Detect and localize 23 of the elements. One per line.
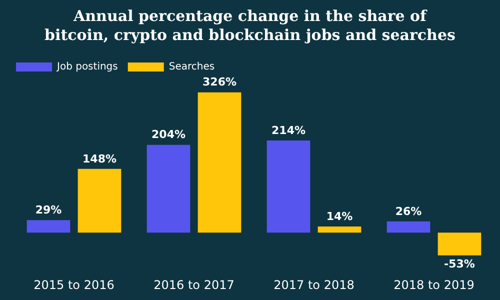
bar [266,140,310,233]
data-label: 326% [202,76,236,89]
data-label: 26% [395,204,422,218]
legend-label: Searches [168,62,215,73]
bar [198,92,242,233]
x-tick-label: 2016 to 2017 [154,278,234,292]
bar [26,220,70,233]
bar [146,144,190,233]
data-label: 148% [82,152,116,166]
data-label: 14% [326,210,353,223]
bar [318,226,362,233]
data-label: 29% [35,203,62,216]
bar [386,221,430,233]
x-tick-label: 2017 to 2018 [274,278,354,292]
legend-label: Job postings [56,62,118,73]
bar [78,168,122,233]
data-label: -53% [444,258,475,271]
x-tick-label: 2018 to 2019 [394,278,474,292]
data-label: 204% [152,128,186,142]
x-tick-label: 2015 to 2016 [34,278,114,292]
chart-title: Annual percentage change in the share of bitcoin, crypto and blockchain jobs and searches [44,6,456,46]
data-label: 214% [272,124,306,137]
bar [438,232,482,256]
